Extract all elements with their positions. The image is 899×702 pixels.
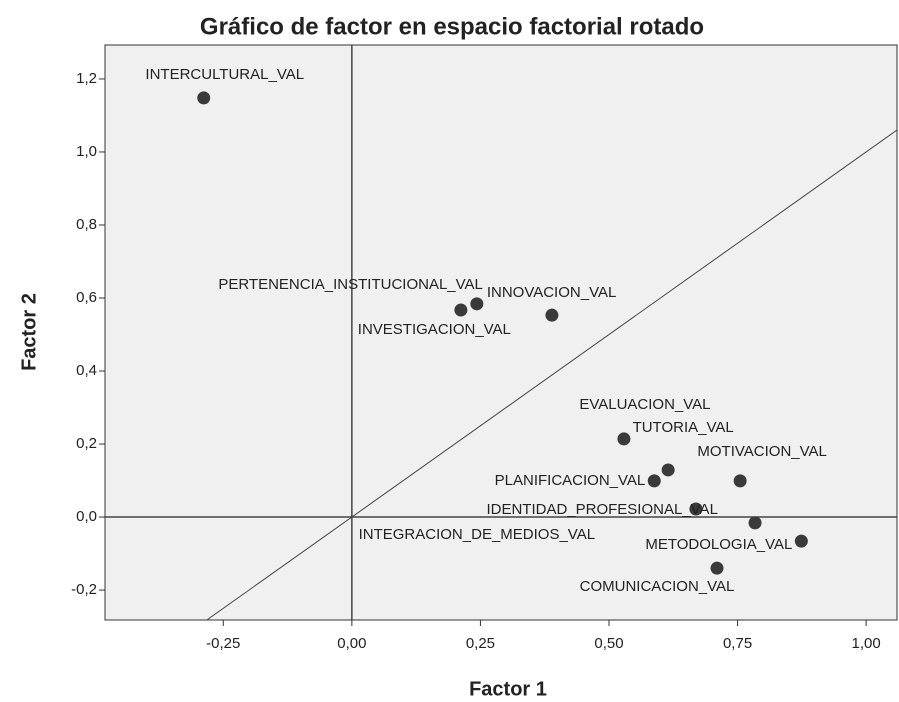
x-tick-label: 0,75 [723,635,752,652]
point [661,463,675,477]
x-axis-title: Factor 1 [469,678,547,700]
x-tick-label: 0,00 [337,635,366,652]
point [617,432,631,446]
y-tick-label: -0,2 [71,581,97,598]
point-label: EVALUACION_VAL [579,396,710,413]
y-tick-label: 0,0 [76,508,97,525]
point-label: INVESTIGACION_VAL [358,321,511,338]
y-tick-label: 0,8 [76,216,97,233]
point [197,91,211,105]
y-tick-label: 0,6 [76,289,97,306]
point [748,516,762,530]
point-label: INTERCULTURAL_VAL [145,66,304,83]
point [710,561,724,575]
point [647,474,661,488]
point-label: PERTENENCIA_INSTITUCIONAL_VAL [218,276,483,293]
point-label: PLANIFICACION_VAL [495,472,646,489]
point-label: METODOLOGIA_VAL [645,536,792,553]
point [470,297,484,311]
point-label: IDENTIDAD_PROFESIONAL_VAL [486,501,717,518]
y-tick-label: 1,2 [76,70,97,87]
point [733,474,747,488]
y-tick-label: 0,4 [76,362,97,379]
point-label: TUTORIA_VAL [633,419,734,436]
diagonal-line [205,129,897,620]
chart-title: Gráfico de factor en espacio factorial r… [200,13,704,40]
point [794,534,808,548]
y-axis-title: Factor 2 [18,293,40,371]
point-label: COMUNICACION_VAL [580,578,735,595]
point [689,502,703,516]
plot-area [104,44,898,621]
x-tick-label: 0,50 [594,635,623,652]
point-label: INTEGRACION_DE_MEDIOS_VAL [359,526,595,543]
y-tick-label: 1,0 [76,143,97,160]
y-tick-label: 0,2 [76,435,97,452]
x-tick-label: -0,25 [206,635,240,652]
point [454,303,468,317]
x-tick-label: 1,00 [852,635,881,652]
point [545,308,559,322]
x-tick-label: 0,25 [466,635,495,652]
point-label: INNOVACION_VAL [487,284,616,301]
point-label: MOTIVACION_VAL [697,443,826,460]
